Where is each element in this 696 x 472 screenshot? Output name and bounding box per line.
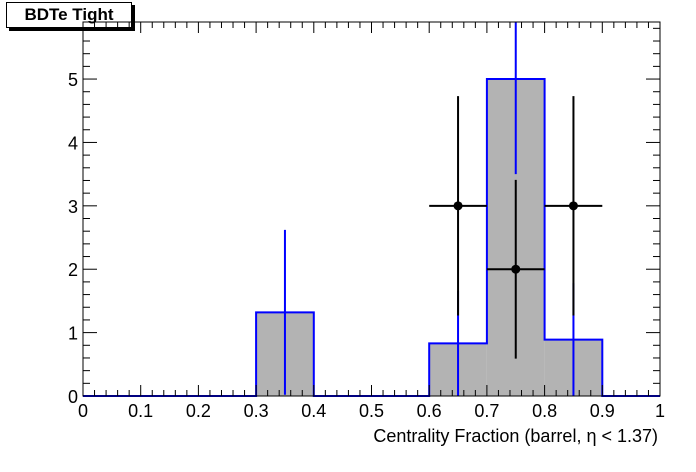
y-tick-label-3: 3 — [68, 197, 78, 217]
data-point-0 — [453, 201, 463, 211]
x-tick-label-6: 0.6 — [417, 401, 442, 421]
x-tick-label-5: 0.5 — [359, 401, 384, 421]
y-tick-label-4: 4 — [68, 133, 78, 153]
x-tick-label-2: 0.2 — [186, 401, 211, 421]
y-tick-label-1: 1 — [68, 324, 78, 344]
y-tick-label-2: 2 — [68, 260, 78, 280]
data-point-1 — [511, 264, 521, 274]
chart-title: BDTe Tight — [6, 2, 132, 28]
x-tick-label-1: 0.1 — [128, 401, 153, 421]
y-tick-label-5: 5 — [68, 70, 78, 90]
x-tick-label-9: 0.9 — [590, 401, 615, 421]
x-tick-label-0: 0 — [78, 401, 88, 421]
x-tick-label-7: 0.7 — [474, 401, 499, 421]
data-point-2 — [568, 201, 578, 211]
x-axis-label: Centrality Fraction (barrel, η < 1.37) — [373, 426, 658, 446]
x-tick-label-8: 0.8 — [532, 401, 557, 421]
y-tick-label-0: 0 — [68, 387, 78, 407]
x-tick-label-3: 0.3 — [244, 401, 269, 421]
x-tick-label-4: 0.4 — [301, 401, 326, 421]
x-tick-label-10: 1 — [655, 401, 665, 421]
